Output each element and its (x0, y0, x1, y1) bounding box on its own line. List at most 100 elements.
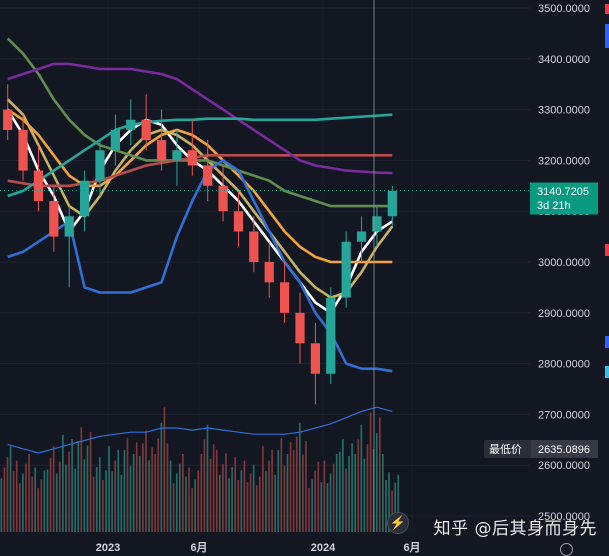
volume-bar (138, 455, 141, 532)
price-tick-label: 3400.0000 (538, 54, 590, 66)
time-tick-label: 6月 (190, 541, 207, 554)
volume-bar (55, 473, 58, 532)
volume-bar (34, 467, 37, 532)
volume-bar (108, 446, 110, 532)
candle-body (3, 109, 13, 130)
volume-bar (49, 457, 52, 532)
candle-body (187, 150, 197, 166)
candle-body (280, 282, 290, 313)
candle-body (80, 180, 90, 217)
settings-icon[interactable] (560, 543, 573, 556)
volume-bar (271, 449, 273, 532)
candle-body (172, 150, 182, 161)
price-tick-label: 2900.0000 (538, 308, 590, 320)
volume-bar (188, 467, 190, 532)
candle-body (295, 312, 305, 344)
candle-body (64, 216, 74, 237)
price-tick-label: 2800.0000 (538, 359, 590, 371)
volume-bar (117, 449, 120, 532)
volume-bar (369, 412, 372, 532)
candle-body (249, 231, 259, 262)
volume-bar (126, 438, 129, 532)
lightning-icon[interactable]: ⚡ (387, 512, 409, 534)
volume-bar (335, 454, 338, 532)
candle-body (233, 211, 244, 232)
volume-bar (255, 485, 258, 532)
volume-bar (366, 444, 369, 532)
volume-bar (65, 464, 67, 532)
volume-bar (52, 446, 55, 532)
volume-bar (25, 463, 27, 532)
price-tick-label: 3500.0000 (538, 3, 590, 15)
volume-bar (311, 479, 313, 532)
volume-bar (225, 453, 227, 532)
volume-bar (18, 483, 21, 532)
side-marker-red (605, 244, 609, 256)
lowest-price-label: 最低价 (489, 443, 522, 456)
volume-bar (348, 455, 350, 532)
volume-bar (329, 473, 332, 532)
volume-bar (391, 490, 393, 532)
volume-bar (320, 482, 323, 532)
volume-bar (46, 469, 49, 532)
candle-body (341, 241, 351, 298)
volume-bar (323, 460, 326, 532)
volume-bar (234, 457, 237, 532)
volume-bar (98, 457, 101, 532)
volume-bar (0, 478, 3, 532)
volume-bar (163, 407, 166, 532)
volume-bar (246, 482, 249, 532)
volume-bar (222, 464, 224, 532)
volume-bar (148, 460, 150, 532)
volume-bar (360, 424, 363, 532)
watermark: 知乎 @后其身而身先 (433, 519, 597, 539)
volume-bar (295, 436, 298, 532)
volume-bar (191, 488, 193, 532)
candle-body (218, 185, 228, 212)
volume-bar (375, 433, 378, 532)
volume-bar (160, 422, 163, 532)
volume-bar (120, 474, 123, 532)
candle-body (372, 216, 382, 232)
volume-bar (215, 449, 218, 532)
countdown-label: 3d 21h (537, 200, 571, 212)
lowest-price-tag: 最低价 2635.0896 (484, 440, 598, 458)
volume-bar (129, 465, 132, 532)
volume-bar (342, 439, 344, 532)
volume-bar (203, 439, 206, 532)
volume-bar (145, 430, 147, 532)
price-tick-label: 3200.0000 (538, 155, 590, 167)
lowest-price-value: 2635.0896 (538, 444, 590, 456)
volume-bar (286, 454, 289, 532)
ma-line (6, 108, 393, 264)
volume-bar (240, 470, 243, 532)
price-tick-label: 2500.0000 (538, 511, 590, 523)
volume-bar (31, 476, 33, 532)
volume-bar (228, 478, 230, 532)
time-axis[interactable]: 2023 6月 2024 6月 (96, 541, 421, 554)
volume-bar (332, 463, 335, 532)
volume-bar (105, 470, 107, 532)
volume-bar (157, 438, 160, 532)
volume-bar (102, 480, 104, 532)
volume-bar (200, 454, 203, 532)
side-marker-cyan (605, 366, 609, 378)
candle-body (49, 201, 59, 237)
ma-line (6, 98, 394, 299)
candle-body (18, 129, 28, 171)
ma-line (7, 113, 393, 198)
volume-bar (243, 460, 246, 532)
volume-bar (218, 474, 221, 532)
volume-bar (15, 460, 18, 532)
price-tick-label: 2700.0000 (538, 409, 590, 421)
volume-bar (397, 474, 400, 532)
volume-bar (123, 450, 126, 532)
volume-bar (40, 479, 43, 532)
side-marker-blue (605, 24, 609, 48)
volume-bar (77, 441, 80, 532)
volume-bar (89, 431, 92, 532)
ma-line (6, 37, 393, 208)
ma-line (7, 62, 393, 175)
volume-bar (58, 461, 61, 532)
